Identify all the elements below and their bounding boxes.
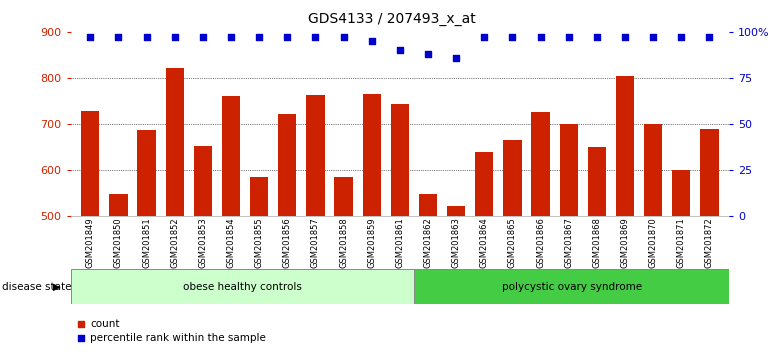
Bar	[419, 194, 437, 216]
Bar	[335, 177, 353, 216]
Text: obese healthy controls: obese healthy controls	[183, 282, 302, 292]
Point	[619, 35, 631, 40]
Bar	[414, 269, 729, 304]
Point	[169, 35, 181, 40]
Bar	[71, 269, 414, 304]
Bar	[194, 147, 212, 216]
Text: polycystic ovary syndrome: polycystic ovary syndrome	[502, 282, 641, 292]
Point	[281, 35, 293, 40]
Bar	[250, 177, 268, 216]
Bar	[588, 147, 606, 216]
Point	[365, 38, 378, 44]
Point	[675, 35, 688, 40]
Bar	[560, 124, 578, 216]
Point	[225, 35, 238, 40]
Point	[422, 51, 434, 57]
Bar	[109, 194, 128, 216]
Text: GDS4133 / 207493_x_at: GDS4133 / 207493_x_at	[308, 12, 476, 27]
Point	[112, 35, 125, 40]
Bar	[390, 104, 409, 216]
Point	[140, 35, 153, 40]
Point	[337, 35, 350, 40]
Bar	[447, 206, 465, 216]
Point	[450, 55, 463, 61]
Bar	[672, 170, 691, 216]
Bar	[532, 113, 550, 216]
Bar	[616, 76, 634, 216]
Point	[478, 35, 491, 40]
Bar	[81, 111, 100, 216]
Point	[309, 35, 321, 40]
Point	[253, 35, 266, 40]
Point	[534, 35, 546, 40]
Bar	[475, 153, 493, 216]
Text: count: count	[90, 319, 120, 329]
Text: disease state: disease state	[2, 282, 71, 292]
Bar	[137, 130, 156, 216]
Point	[506, 35, 519, 40]
Bar	[278, 114, 296, 216]
Bar	[362, 93, 381, 216]
Point	[647, 35, 659, 40]
Text: percentile rank within the sample: percentile rank within the sample	[90, 333, 266, 343]
Bar	[307, 95, 325, 216]
Bar	[700, 130, 719, 216]
Bar	[503, 140, 521, 216]
Bar	[222, 96, 240, 216]
Point	[394, 47, 406, 53]
Point	[84, 35, 96, 40]
Point	[562, 35, 575, 40]
Bar	[165, 68, 183, 216]
Text: ▶: ▶	[53, 282, 60, 292]
Point	[197, 35, 209, 40]
Point	[590, 35, 603, 40]
Bar	[644, 124, 662, 216]
Point	[703, 35, 716, 40]
